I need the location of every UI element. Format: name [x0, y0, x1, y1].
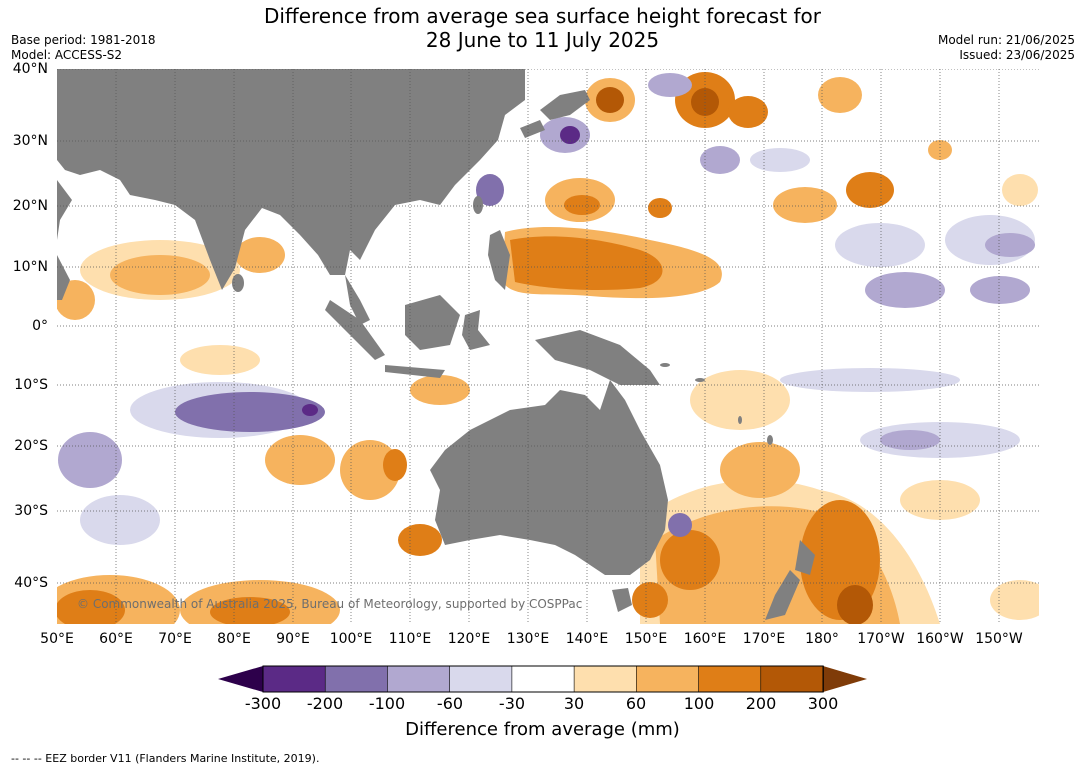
lon-label-150w: 150°W: [975, 631, 1023, 647]
lon-label-50e: 50°E: [40, 631, 74, 647]
lon-label-90e: 90°E: [276, 631, 310, 647]
lon-label-170w: 170°W: [857, 631, 905, 647]
lon-label-180: 180°: [805, 631, 839, 647]
colorbar-segment: [636, 665, 700, 693]
lat-label-40s: 40°S: [14, 575, 48, 591]
colorbar-over-arrow: [823, 666, 867, 692]
lon-label-100e: 100°E: [329, 631, 373, 647]
model-name-text: Model: ACCESS-S2: [11, 48, 123, 62]
colorbar-tick-label: 100: [683, 694, 715, 713]
lon-label-70e: 70°E: [158, 631, 192, 647]
land-masses: [57, 69, 815, 620]
lat-label-20s: 20°S: [14, 438, 48, 454]
lat-label-40n: 40°N: [12, 61, 48, 77]
title-line-2: 28 June to 11 July 2025: [425, 28, 660, 52]
lon-label-120e: 120°E: [447, 631, 491, 647]
colorbar-tick-label: 200: [745, 694, 777, 713]
colorbar-tick-label: 60: [625, 694, 647, 713]
chart-title: Difference from average sea surface heig…: [0, 4, 1085, 52]
colorbar-segment: [324, 665, 389, 693]
lon-label-110e: 110°E: [388, 631, 432, 647]
lon-label-160e: 160°E: [683, 631, 727, 647]
meta-left: Base period: 1981-2018 Model: ACCESS-S2: [11, 33, 156, 63]
colorbar-segments: [262, 665, 824, 693]
graticule: [57, 69, 1039, 624]
colorbar-tick-label: 30: [563, 694, 585, 713]
copyright-text: © Commonwealth of Australia 2025, Bureau…: [77, 597, 583, 611]
colorbar-tick-label: -100: [368, 694, 406, 713]
meta-right: Model run: 21/06/2025 Issued: 23/06/2025: [938, 33, 1075, 63]
colorbar-segment: [698, 665, 762, 693]
lat-label-20n: 20°N: [12, 198, 48, 214]
lon-label-140e: 140°E: [565, 631, 609, 647]
anomaly-field: [57, 72, 1039, 624]
colorbar-segment: [387, 665, 451, 693]
colorbar-tick-label: -200: [306, 694, 344, 713]
eez-footnote: -- -- -- EEZ border V11 (Flanders Marine…: [11, 752, 320, 765]
title-line-1: Difference from average sea surface heig…: [263, 4, 822, 28]
colorbar-segment: [449, 665, 513, 693]
lat-label-30s: 30°S: [14, 503, 48, 519]
colorbar-segment: [262, 665, 327, 693]
lon-label-170e: 170°E: [742, 631, 786, 647]
colorbar-segment: [511, 665, 575, 693]
lon-label-80e: 80°E: [217, 631, 251, 647]
base-period-text: Base period: 1981-2018: [11, 33, 156, 47]
lat-label-10s: 10°S: [14, 377, 48, 393]
lat-label-10n: 10°N: [12, 259, 48, 275]
lon-label-130e: 130°E: [506, 631, 550, 647]
lat-label-0: 0°: [32, 318, 48, 334]
colorbar-segment: [573, 665, 638, 693]
colorbar-label: Difference from average (mm): [405, 719, 680, 740]
colorbar-under-arrow: [218, 666, 263, 692]
colorbar-tick-label: -60: [436, 694, 464, 713]
colorbar-tick-label: -300: [244, 694, 282, 713]
lat-label-30n: 30°N: [12, 133, 48, 149]
model-run-text: Model run: 21/06/2025: [937, 33, 1075, 47]
lon-label-150e: 150°E: [624, 631, 668, 647]
lon-label-60e: 60°E: [99, 631, 133, 647]
colorbar-tick-label: -30: [498, 694, 526, 713]
colorbar-tick-label: 300: [807, 694, 839, 713]
colorbar-frame: [262, 665, 824, 693]
colorbar-segment: [760, 665, 824, 693]
issued-date-text: Issued: 23/06/2025: [959, 48, 1075, 62]
lon-label-160w: 160°W: [916, 631, 964, 647]
